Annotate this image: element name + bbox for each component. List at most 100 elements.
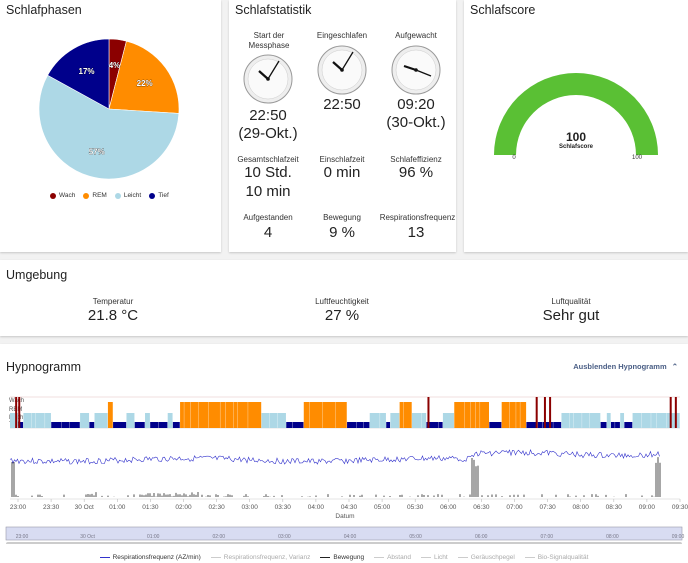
nav-tick-label: 30 Oct bbox=[80, 534, 95, 540]
hyp-stage-block bbox=[666, 413, 680, 428]
hyp-stage-block bbox=[208, 402, 220, 428]
hyp-wake-block bbox=[15, 397, 18, 428]
movement-value: 9 % bbox=[329, 224, 355, 241]
legend-movement[interactable]: Bewegung bbox=[320, 554, 364, 561]
nav-tick-label: 04:00 bbox=[344, 534, 357, 540]
hyp-stage-block bbox=[94, 413, 108, 428]
legend-item-wach[interactable]: Wach bbox=[50, 192, 75, 199]
woke-time: 09:20 bbox=[397, 96, 435, 113]
hyp-stage-block bbox=[309, 402, 323, 428]
asleep-label: Eingeschlafen bbox=[316, 31, 368, 40]
sleep-score-card: Schlafscore 100 Schlafscore 0 100 bbox=[464, 0, 688, 252]
hyp-stage-block bbox=[363, 422, 370, 428]
x-tick-label: 09:30 bbox=[672, 504, 688, 511]
hyp-stage-block bbox=[23, 413, 32, 428]
hyp-stage-block bbox=[421, 413, 427, 428]
hyp-stage-block bbox=[464, 402, 471, 428]
getup-value: 4 bbox=[263, 224, 273, 241]
resp-label: Respirationsfrequenz bbox=[379, 213, 456, 222]
navigator-scrollbar[interactable] bbox=[6, 542, 682, 544]
hyp-stage-block bbox=[10, 413, 18, 428]
resp-value: 13 bbox=[407, 224, 425, 241]
x-tick-label: 06:00 bbox=[440, 504, 457, 511]
pie-label-tief: 17% bbox=[79, 67, 95, 76]
pie-slice-leicht[interactable] bbox=[38, 74, 180, 180]
start-clock-icon bbox=[243, 54, 293, 104]
getup-label: Aufgestanden bbox=[243, 213, 293, 222]
x-tick-label: 01:00 bbox=[109, 504, 126, 511]
hyp-stage-block bbox=[480, 402, 490, 428]
humidity-value: 27 % bbox=[324, 307, 360, 324]
chevron-up-icon: ⌃ bbox=[671, 362, 678, 371]
movement-label: Bewegung bbox=[323, 213, 361, 222]
legend-resp-variance[interactable]: Respirationsfrequenz, Varianz bbox=[210, 554, 310, 561]
legend-noise[interactable]: Geräuschpegel bbox=[457, 554, 515, 561]
x-tick-label: 07:00 bbox=[506, 504, 523, 511]
sleep-phases-pie-chart: 4% 22% 57% 17% bbox=[38, 38, 180, 180]
efficiency-value: 96 % bbox=[398, 164, 434, 181]
x-axis-label: Datum bbox=[335, 513, 354, 520]
legend-resp-rate[interactable]: Respirationsfrequenz (AZ/min) bbox=[99, 554, 201, 561]
sleep-score-title: Schlafscore bbox=[470, 3, 536, 17]
nav-tick-label: 02:00 bbox=[213, 534, 226, 540]
legend-item-rem[interactable]: REM bbox=[83, 192, 107, 199]
legend-item-leicht[interactable]: Leicht bbox=[114, 192, 141, 199]
hide-hypnogram-button[interactable]: Ausblenden Hypnogramm ⌃ bbox=[573, 362, 678, 371]
x-tick-label: 03:00 bbox=[242, 504, 259, 511]
hyp-stage-block bbox=[489, 422, 502, 428]
hyp-stage-block bbox=[225, 402, 234, 428]
nav-tick-label: 23:00 bbox=[16, 534, 29, 540]
sleep-phases-card: Schlafphasen 4% 22% 57% 17% Wach REM Leicht… bbox=[0, 0, 221, 252]
x-tick-label: 23:00 bbox=[10, 504, 27, 511]
legend-item-tief[interactable]: Tief bbox=[149, 192, 169, 199]
pie-label-rem: 22% bbox=[137, 79, 153, 88]
nav-tick-label: 03:00 bbox=[278, 534, 291, 540]
hyp-stage-block bbox=[624, 422, 633, 428]
hyp-stage-block bbox=[509, 402, 516, 428]
hyp-stage-block bbox=[18, 422, 24, 428]
x-tick-label: 05:30 bbox=[407, 504, 424, 511]
hyp-stage-block bbox=[172, 422, 180, 428]
hyp-wake-block bbox=[535, 397, 538, 428]
legend-light[interactable]: Licht bbox=[420, 554, 448, 561]
pie-slice-rem[interactable] bbox=[108, 40, 180, 114]
total-sleep-label: Gesamtschlafzeit bbox=[237, 155, 299, 164]
hyp-stage-block bbox=[347, 422, 357, 428]
hyp-stage-block bbox=[632, 413, 642, 428]
latency-label: Einschlafzeit bbox=[319, 155, 365, 164]
temperature-label: Temperatur bbox=[92, 297, 134, 306]
x-tick-label: 08:30 bbox=[606, 504, 623, 511]
hyp-stage-block bbox=[89, 422, 95, 428]
x-tick-label: 07:30 bbox=[539, 504, 556, 511]
x-tick-label: 03:30 bbox=[275, 504, 292, 511]
hyp-stage-block bbox=[537, 422, 543, 428]
pie-label-wach: 4% bbox=[109, 61, 121, 70]
hyp-wake-block bbox=[543, 397, 546, 428]
x-tick-label: 30 Oct bbox=[75, 504, 94, 511]
hyp-stage-block bbox=[542, 422, 553, 428]
hyp-stage-block bbox=[322, 402, 336, 428]
hyp-stage-block bbox=[656, 413, 667, 428]
environment-title: Umgebung bbox=[6, 268, 68, 282]
sleep-stats-card: Schlafstatistik Start der Messphase 22:5… bbox=[229, 0, 456, 252]
navigator-range[interactable] bbox=[5, 526, 683, 541]
hyp-stage-block bbox=[641, 413, 651, 428]
hyp-wake-block bbox=[669, 397, 672, 428]
start-date: (29-Okt.) bbox=[238, 125, 298, 142]
hyp-stage-block bbox=[356, 422, 364, 428]
nav-tick-label: 09:00 bbox=[672, 534, 685, 540]
hyp-stage-block bbox=[651, 413, 656, 428]
asleep-time: 22:50 bbox=[323, 96, 361, 113]
air-quality-value: Sehr gut bbox=[542, 307, 600, 324]
air-quality-label: Luftqualität bbox=[551, 297, 591, 306]
woke-date: (30-Okt.) bbox=[386, 114, 446, 131]
legend-bio-signal[interactable]: Bio-Signalqualität bbox=[524, 554, 588, 561]
hyp-stage-block bbox=[145, 413, 150, 428]
humidity-label: Luftfeuchtigkeit bbox=[315, 297, 369, 306]
efficiency-label: Schlafeffizienz bbox=[390, 155, 442, 164]
hyp-wake-block bbox=[549, 397, 552, 428]
hyp-stage-block bbox=[615, 422, 620, 428]
hyp-stage-block bbox=[589, 413, 601, 428]
pie-slice-tief[interactable] bbox=[47, 38, 110, 110]
legend-distance[interactable]: Abstand bbox=[374, 554, 411, 561]
